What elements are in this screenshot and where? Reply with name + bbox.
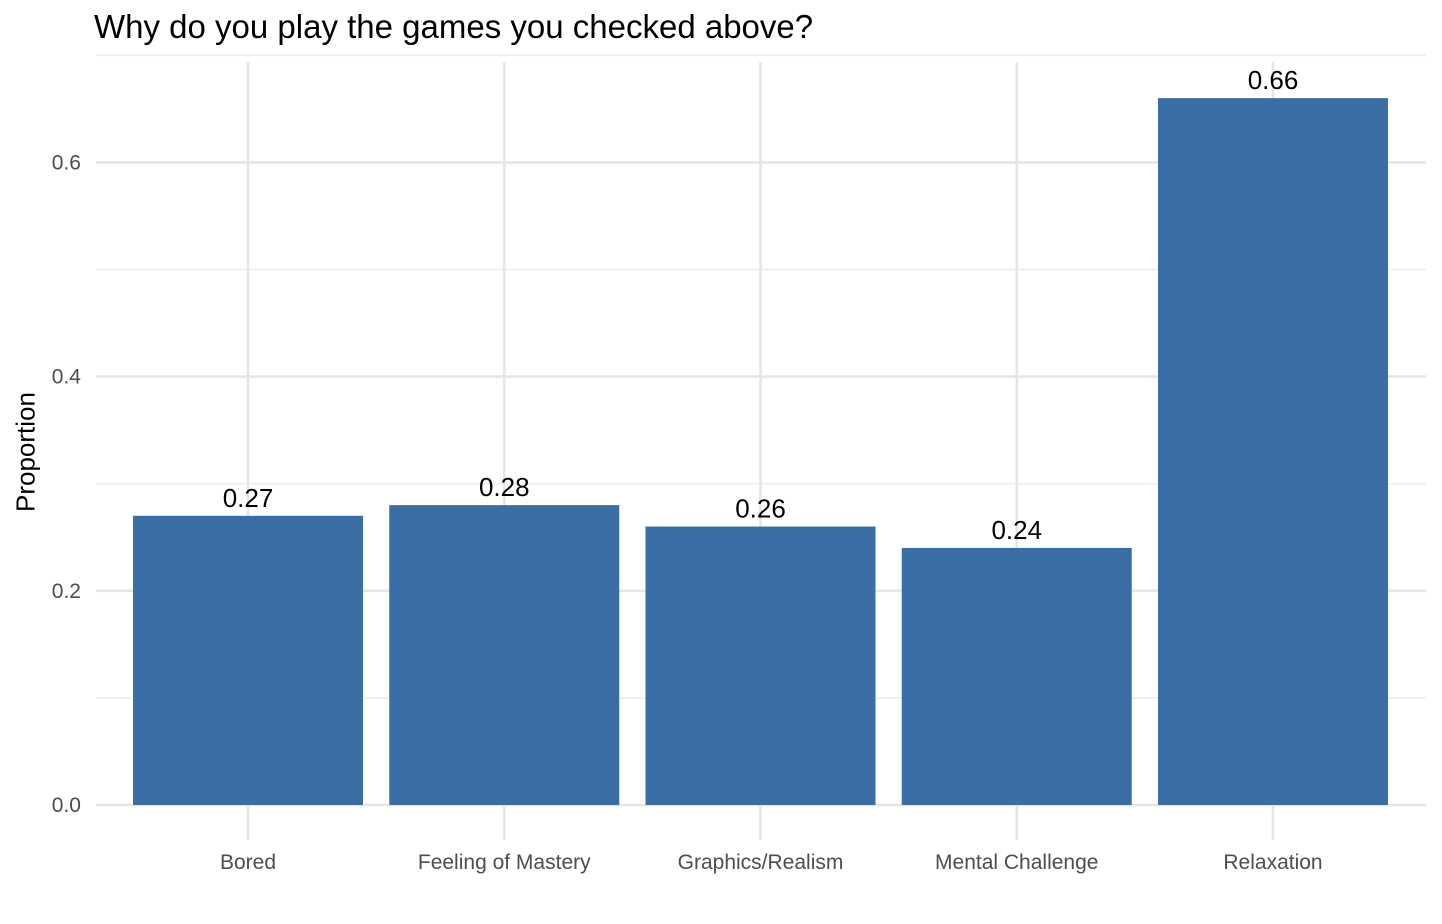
y-tick-label: 0.2 bbox=[52, 580, 81, 603]
y-tick-label: 0.0 bbox=[52, 794, 81, 817]
bar bbox=[133, 515, 363, 805]
bar bbox=[901, 547, 1132, 805]
x-axis-ticks: Bored Feeling of Mastery Graphics/Realism M… bbox=[220, 851, 1323, 874]
x-tick-label: Relaxation bbox=[1223, 851, 1322, 874]
data-label: 0.27 bbox=[223, 483, 274, 513]
bar bbox=[1158, 98, 1388, 805]
bars bbox=[133, 98, 1388, 805]
x-tick-label: Graphics/Realism bbox=[678, 851, 844, 874]
y-tick-label: 0.4 bbox=[52, 366, 82, 389]
data-label: 0.24 bbox=[991, 515, 1042, 545]
chart-title: Why do you play the games you checked ab… bbox=[94, 8, 814, 45]
data-label: 0.66 bbox=[1248, 65, 1299, 95]
y-tick-label: 0.6 bbox=[52, 151, 81, 174]
y-axis-ticks: 0.0 0.2 0.4 0.6 bbox=[52, 151, 82, 817]
bar bbox=[389, 505, 620, 805]
data-labels: 0.27 0.28 0.26 0.24 0.66 bbox=[223, 65, 1299, 545]
data-label: 0.26 bbox=[735, 494, 786, 524]
x-tick-label: Mental Challenge bbox=[935, 851, 1098, 874]
data-label: 0.28 bbox=[479, 472, 530, 502]
x-tick-label: Bored bbox=[220, 851, 276, 874]
bar bbox=[645, 526, 876, 805]
x-tick-label: Feeling of Mastery bbox=[418, 851, 591, 874]
